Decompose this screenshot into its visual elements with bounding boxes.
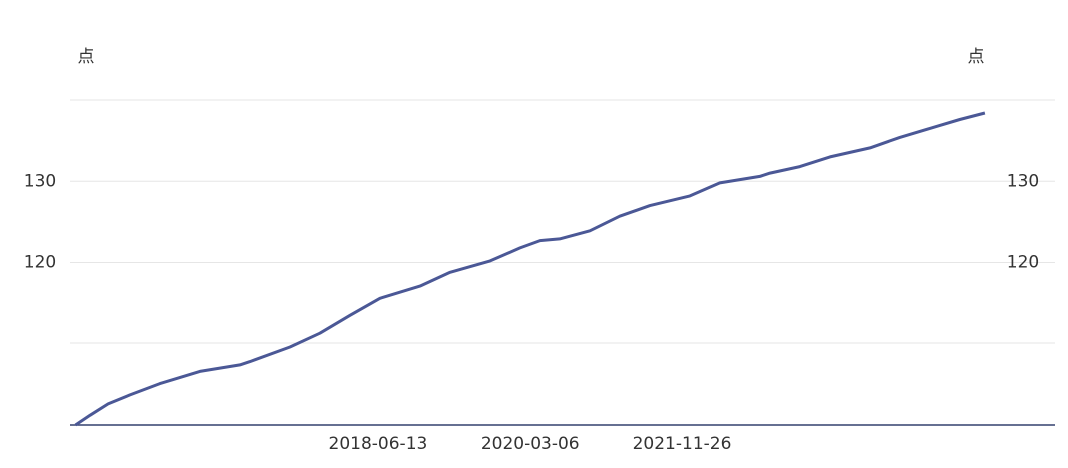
x-tick-label: 2020-03-06 [481,434,580,454]
data-line [74,111,986,427]
x-tick-label: 2018-06-13 [329,434,428,454]
x-tick-label: 2021-11-26 [633,434,732,454]
y2-axis-label: 点 [968,47,985,67]
y-tick-label: 130 [24,171,56,191]
y2-tick-label: 120 [1007,253,1039,273]
y2-tick-label: 130 [1007,171,1039,191]
y-axis-label: 点 [78,47,95,67]
y-tick-label: 120 [24,253,56,273]
